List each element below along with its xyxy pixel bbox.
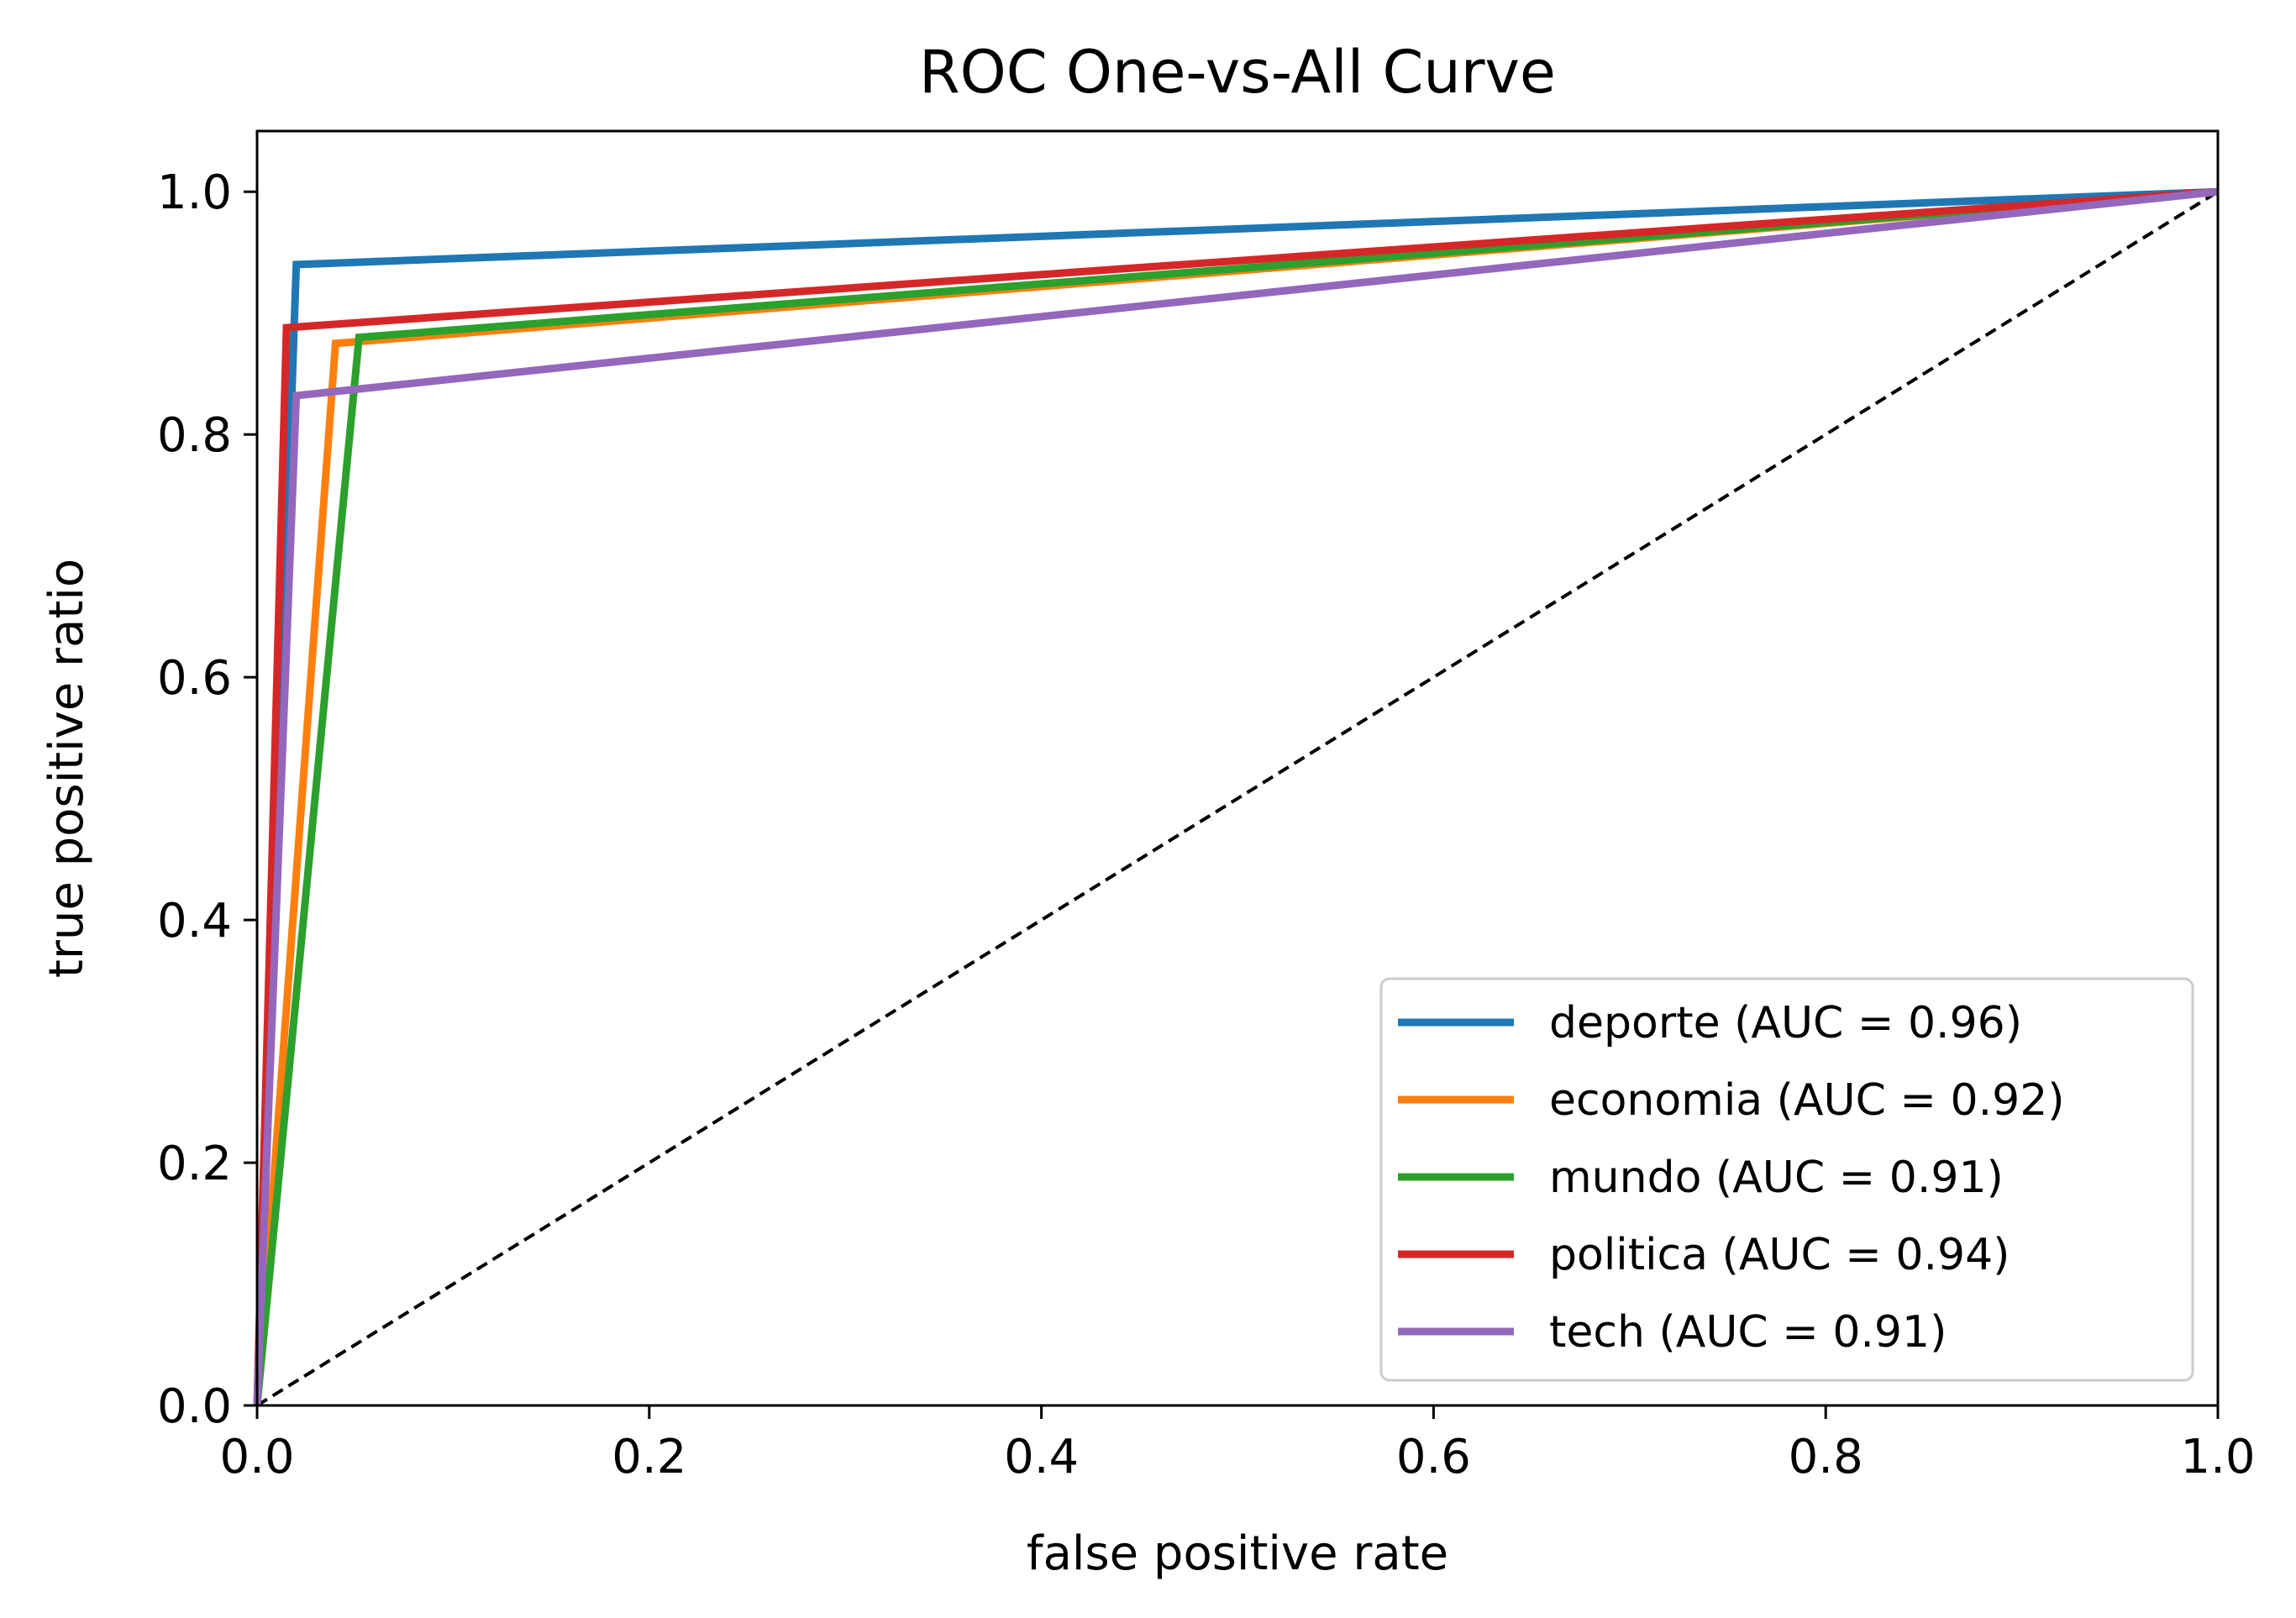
x-axis-label: false positive rate: [1027, 1526, 1448, 1581]
x-tick-label: 0.6: [1396, 1430, 1471, 1484]
series-line-4: [253, 187, 2219, 1406]
y-axis-label: true positive ratio: [39, 559, 94, 978]
y-ticks: 0.0 0.2 0.4 0.6 0.8 1.0: [157, 165, 257, 1434]
x-tick-label: 0.0: [219, 1430, 294, 1484]
series-layer: [253, 187, 2219, 1406]
y-tick-label: 0.4: [157, 894, 232, 948]
legend-box: [1379, 977, 2194, 1382]
plot-frame: [255, 129, 2220, 1407]
y-tick-label: 0.2: [157, 1137, 232, 1191]
y-tick-label: 0.6: [157, 651, 232, 706]
legend-label-1: economia (AUC = 0.92): [1549, 1075, 2065, 1126]
legend-label-3: politica (AUC = 0.94): [1549, 1230, 2010, 1280]
legend-label-2: mundo (AUC = 0.91): [1549, 1153, 2004, 1203]
chart-title: ROC One-vs-All Curve: [919, 38, 1556, 107]
legend-label-0: deporte (AUC = 0.96): [1549, 998, 2022, 1048]
series-line-2: [253, 187, 2219, 1406]
y-tick-label: 0.8: [157, 408, 232, 463]
x-ticks: 0.0 0.2 0.4 0.6 0.8 1.0: [219, 1405, 2256, 1484]
x-tick-label: 0.4: [1004, 1430, 1079, 1484]
chance-diagonal-line: [255, 190, 2220, 1407]
x-tick-label: 0.2: [612, 1430, 686, 1484]
diagonal-layer: [255, 190, 2220, 1407]
x-tick-label: 0.8: [1789, 1430, 1863, 1484]
y-tick-label: 1.0: [157, 165, 232, 220]
y-tick-label: 0.0: [157, 1379, 232, 1434]
series-line-3: [253, 187, 2219, 1406]
legend: deporte (AUC = 0.96) economia (AUC = 0.92…: [1379, 977, 2194, 1382]
x-tick-label: 1.0: [2180, 1430, 2255, 1484]
legend-label-4: tech (AUC = 0.91): [1549, 1307, 1947, 1358]
